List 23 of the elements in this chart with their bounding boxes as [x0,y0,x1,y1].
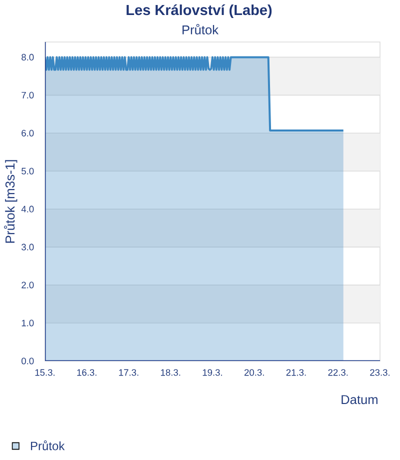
x-axis-title: Datum [342,395,378,404]
x-tick-label: 17.3. [119,369,138,376]
y-tick-label: 3.0 [22,244,34,250]
x-tick-label: 16.3. [77,369,96,376]
x-tick-label: 19.3. [202,369,222,376]
y-tick-label: 1.0 [22,320,34,326]
x-tick-label: 21.3. [286,369,306,376]
y-tick-label: 6.0 [22,130,34,136]
y-tick-label: 8.0 [22,54,34,60]
x-tick-label: 22.3. [328,369,348,376]
y-tick-label: 5.0 [22,168,34,174]
y-axis-title: Průtok [m3s-1] [4,160,18,243]
chart-subtitle: Průtok [182,24,219,34]
y-tick-label: 0.0 [22,358,34,364]
y-tick-label: 7.0 [22,92,34,98]
y-tick-label: 2.0 [22,282,34,288]
x-tick-label: 15.3. [35,369,54,376]
x-tick-label: 20.3. [244,369,264,376]
x-tick-label: 23.3. [370,369,390,376]
x-tick-label: 18.3. [160,369,180,376]
chart-title: Les Království (Labe) [126,4,272,18]
legend-label: Průtok [30,440,65,450]
y-tick-label: 4.0 [21,206,34,212]
